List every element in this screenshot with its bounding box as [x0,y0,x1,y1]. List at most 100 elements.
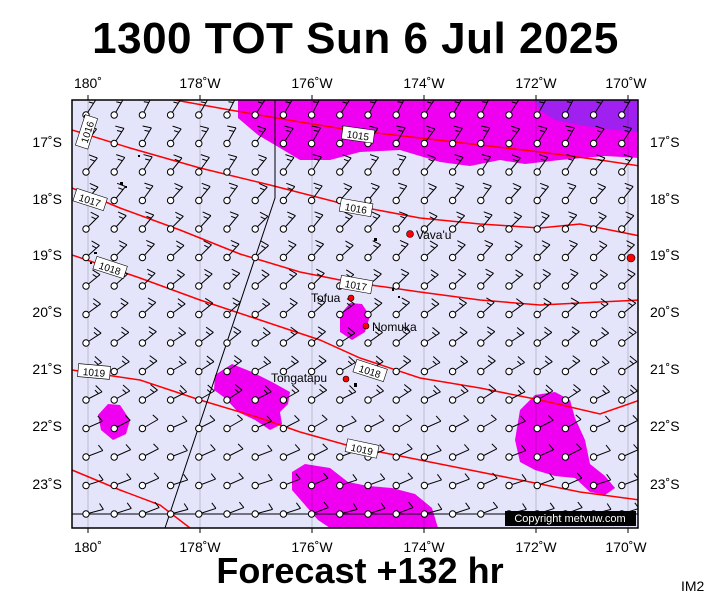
wind-barb [223,443,244,461]
wind-barb [110,297,129,319]
wind-barb [618,240,635,262]
wind-barb [505,298,524,319]
wind-barb [166,415,188,433]
wind-barb [336,503,358,518]
wind-barb [589,240,608,262]
lon-label-top-170w: 170˚W [605,75,647,91]
wind-barb [533,211,550,233]
wind-barb [279,269,298,290]
lat-label-right-21s: 21˚S [650,361,680,377]
wind-barb [138,240,155,262]
lon-label-bottom-180: 180˚ [74,539,102,555]
wind-barb [279,384,300,404]
copyright-text: Copyright metvuw.com [514,513,625,525]
wind-barb [110,415,131,433]
wind-barb [251,356,272,376]
wind-barb [561,472,583,490]
wind-barb [166,444,188,461]
wind-barb [336,100,351,119]
wind-barb [195,182,211,205]
lat-label-right-19s: 19˚S [650,247,680,263]
wind-barb [138,182,154,205]
wind-barb [251,298,271,319]
wind-barb [448,473,470,490]
lat-label-left-21s: 21˚S [32,361,62,377]
isobar-label-1019-west: 1019 [82,367,106,380]
wind-barb [279,326,299,347]
wind-barb [138,355,158,376]
isobar-label-1016-central: 1016 [344,202,368,217]
wind-barb [392,384,412,404]
wind-barb [138,414,159,433]
wind-barb [448,415,469,433]
wind-barb [166,269,185,290]
wind-barb [618,415,638,433]
wind-barb [195,415,216,433]
wind-barb [251,415,273,433]
wind-barb [82,444,104,461]
wind-barb [110,502,132,518]
wind-barb [448,182,465,205]
wind-barb [307,211,324,233]
wind-barb [223,154,238,176]
wind-barb [618,125,633,148]
rain-area-west [98,404,130,440]
wind-barb [618,154,633,176]
wind-barb [364,473,386,490]
wind-barb [364,297,383,319]
lat-label-right-17s: 17˚S [650,134,680,150]
rain-area-nomuka [340,303,370,340]
wind-barb [279,125,294,148]
wind-barb [223,355,242,376]
wind-barb [110,384,131,404]
wind-barb [448,269,467,290]
wind-barb [618,100,632,119]
wind-barb [138,384,158,404]
wind-barb [533,154,549,176]
wind-barb [138,297,157,319]
wind-barb [420,444,442,461]
wind-barb [279,415,300,433]
wind-barb [505,154,521,176]
wind-barb [307,355,327,376]
wind-barb [166,125,182,148]
wind-barb [307,154,322,176]
wind-barb [420,327,440,347]
wind-barb [166,183,184,205]
wind-barb [223,240,240,262]
wind-barb [533,444,555,461]
wind-barb [279,297,298,319]
wind-barb [505,444,527,461]
wind-barb [279,240,297,262]
wind-barb [110,355,130,376]
wind-barb [223,100,236,119]
wind-barb [505,473,527,490]
wind-barb [279,502,301,518]
lon-label-bottom-174w: 174˚W [403,539,445,555]
lat-label-left-20s: 20˚S [32,304,62,320]
wind-barb [307,268,325,290]
wind-barb [195,326,214,347]
axis-ticks [87,95,629,533]
wind-barb [307,182,323,205]
wind-barb [392,472,414,490]
wind-barb [138,501,160,518]
wind-barb [618,355,638,376]
place-label-tongatapu: Tongatapu [271,371,327,385]
wind-barb [448,154,464,176]
wind-barb [505,385,526,404]
wind-barb [392,268,410,290]
lat-label-right-18s: 18˚S [650,191,680,207]
wind-barb [392,211,408,233]
wind-barb [336,240,354,262]
wind-barb [618,182,634,205]
wind-barb [618,297,637,319]
wind-barb [392,355,412,376]
wind-barb [420,240,439,262]
place-label-nomuka: Nomuka [372,320,417,334]
wind-barb [420,211,438,233]
wind-barb [307,501,329,518]
wind-barb [477,154,492,176]
lon-label-bottom-178w: 178˚W [179,539,221,555]
wind-barb [392,297,410,319]
